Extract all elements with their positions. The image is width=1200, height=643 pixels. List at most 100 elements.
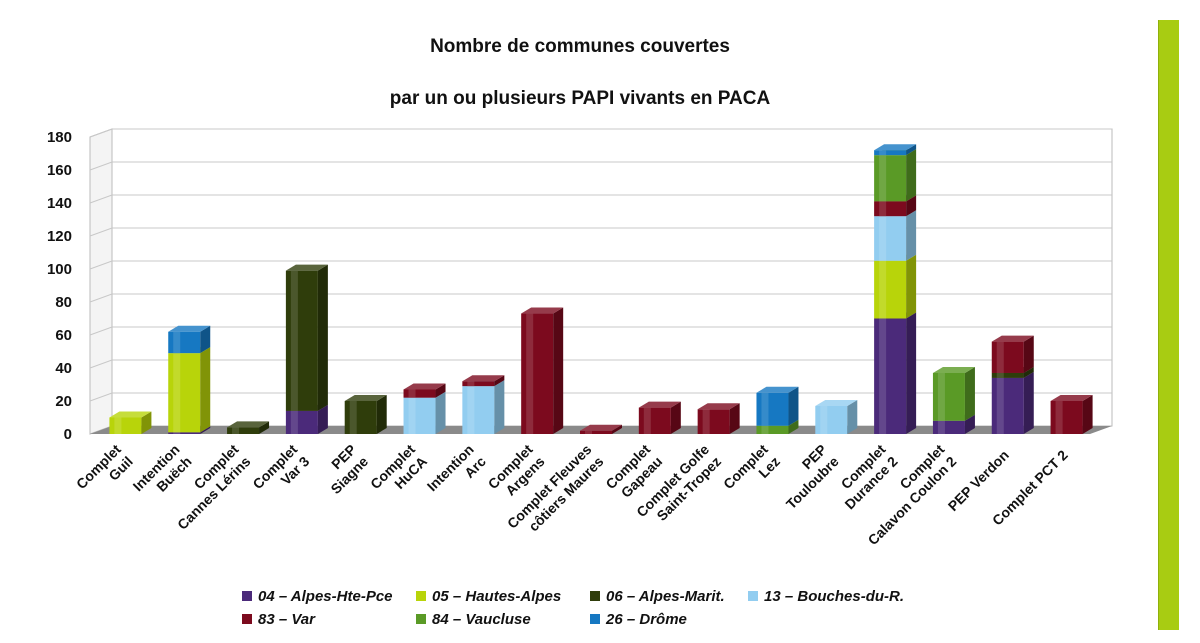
bar-segment (109, 417, 142, 434)
bar-segment-side (317, 264, 328, 411)
legend-item: 26 – Drôme (590, 611, 687, 628)
y-tick-label: 120 (47, 228, 72, 245)
bar-segment-highlight (173, 432, 181, 434)
bar-segment-highlight (879, 150, 887, 156)
bar-segment (521, 313, 554, 434)
gridline (89, 194, 1112, 204)
bar-segment-side (729, 403, 740, 434)
bar-stack (109, 411, 152, 434)
bar-segment-side (906, 144, 917, 156)
y-tick-label: 40 (55, 360, 72, 377)
bar-segment-side (494, 375, 505, 387)
bar-segment (874, 318, 907, 434)
bar-segment-side (376, 395, 387, 434)
bar-segment-highlight (879, 216, 887, 261)
bar-segment-side (788, 419, 799, 434)
bar-segment-top (109, 411, 152, 418)
legend-item: 13 – Bouches-du-R. (748, 588, 904, 605)
bar-stack (697, 403, 740, 434)
bar-segment-side (612, 424, 622, 434)
bar-segment (580, 430, 612, 434)
bar-segment (168, 432, 201, 434)
side-accent-bar (1158, 20, 1179, 630)
y-tick-label: 180 (47, 129, 72, 146)
bar-segment-side (259, 421, 270, 434)
bar-segment-highlight (585, 430, 592, 434)
gridline (89, 128, 1112, 138)
bar-segment-highlight (996, 372, 1004, 378)
bar-segment (874, 216, 907, 261)
bar-stack (756, 386, 799, 434)
bar-segment (462, 381, 495, 387)
bar-segment-highlight (996, 341, 1004, 373)
legend-item: 84 – Vaucluse (416, 611, 531, 628)
bar-segment-highlight (349, 401, 357, 434)
bar-segment (227, 427, 260, 434)
bar-segment (874, 150, 907, 156)
bar-segment (638, 407, 671, 434)
bar-segment-highlight (879, 155, 887, 202)
gridline (89, 359, 1112, 369)
bar-stack (344, 395, 387, 434)
bar-segment-highlight (290, 410, 298, 434)
bar-segment-highlight (1055, 401, 1063, 434)
legend: 04 – Alpes-Hte-Pce 05 – Hautes-Alpes 06 – … (242, 588, 904, 628)
legend-label: 05 – Hautes-Alpes (432, 588, 561, 605)
bars (109, 144, 1093, 434)
gridline (89, 326, 1112, 336)
legend-item: 06 – Alpes-Marit. (590, 588, 725, 605)
x-tick-label: IntentionArc (424, 441, 489, 506)
bar-segment-side (1023, 366, 1034, 378)
legend-swatch (748, 591, 758, 601)
bar-segment-side (1023, 335, 1034, 373)
bar-segment-highlight (879, 260, 887, 319)
bar-segment-top (462, 375, 505, 382)
bar-segment-highlight (408, 397, 416, 434)
legend-swatch (590, 591, 600, 601)
bar-stack (638, 401, 681, 434)
gridline (89, 227, 1112, 237)
bar-segment (874, 201, 907, 217)
legend-swatch (242, 591, 252, 601)
bar-stack (462, 375, 505, 434)
y-tick-label: 0 (64, 426, 72, 443)
legend-label: 83 – Var (258, 611, 316, 628)
bar-stack (168, 325, 211, 434)
bar-segment (991, 372, 1024, 378)
y-tick-label: 60 (55, 327, 72, 344)
bar-stack (403, 383, 446, 434)
bar-segment-top (344, 395, 387, 401)
legend-label: 06 – Alpes-Marit. (606, 588, 725, 605)
bar-segment-highlight (761, 425, 769, 434)
bar-segment-highlight (114, 417, 122, 434)
bar-segment-side (906, 210, 917, 261)
bar-stack (285, 264, 328, 434)
legend-swatch (590, 614, 600, 624)
y-tick-label: 140 (47, 195, 72, 212)
bar-segment-side (964, 414, 975, 434)
bar-stack (227, 421, 270, 434)
bar-segment-side (200, 325, 211, 354)
bar-stack (932, 366, 975, 434)
bar-segment-highlight (996, 377, 1004, 434)
bar-segment-top (1050, 395, 1093, 401)
y-tick-label: 160 (47, 162, 72, 179)
legend-item: 04 – Alpes-Hte-Pce (242, 588, 393, 605)
bar-segment-highlight (937, 372, 945, 421)
plot-area: 0 20 40 60 80 100 120 140 160 180 (47, 128, 1113, 443)
bar-segment-side (1023, 371, 1034, 434)
bar-segment-top (697, 403, 740, 410)
y-tick-label: 20 (55, 393, 72, 410)
bar-segment-top (638, 401, 681, 408)
bar-segment-side (906, 195, 917, 217)
bar-segment-highlight (173, 331, 181, 354)
bar-stack (580, 424, 622, 434)
legend-label: 04 – Alpes-Hte-Pce (258, 588, 393, 605)
legend-label: 13 – Bouches-du-R. (764, 588, 904, 605)
chart-title-line-2: par un ou plusieurs PAPI vivants en PACA (390, 88, 771, 109)
legend-swatch (416, 591, 426, 601)
bar-stack (991, 335, 1034, 434)
bar-stack (521, 307, 564, 434)
x-tick-label: CompletGuil (73, 441, 136, 504)
bar-segment (344, 401, 377, 434)
